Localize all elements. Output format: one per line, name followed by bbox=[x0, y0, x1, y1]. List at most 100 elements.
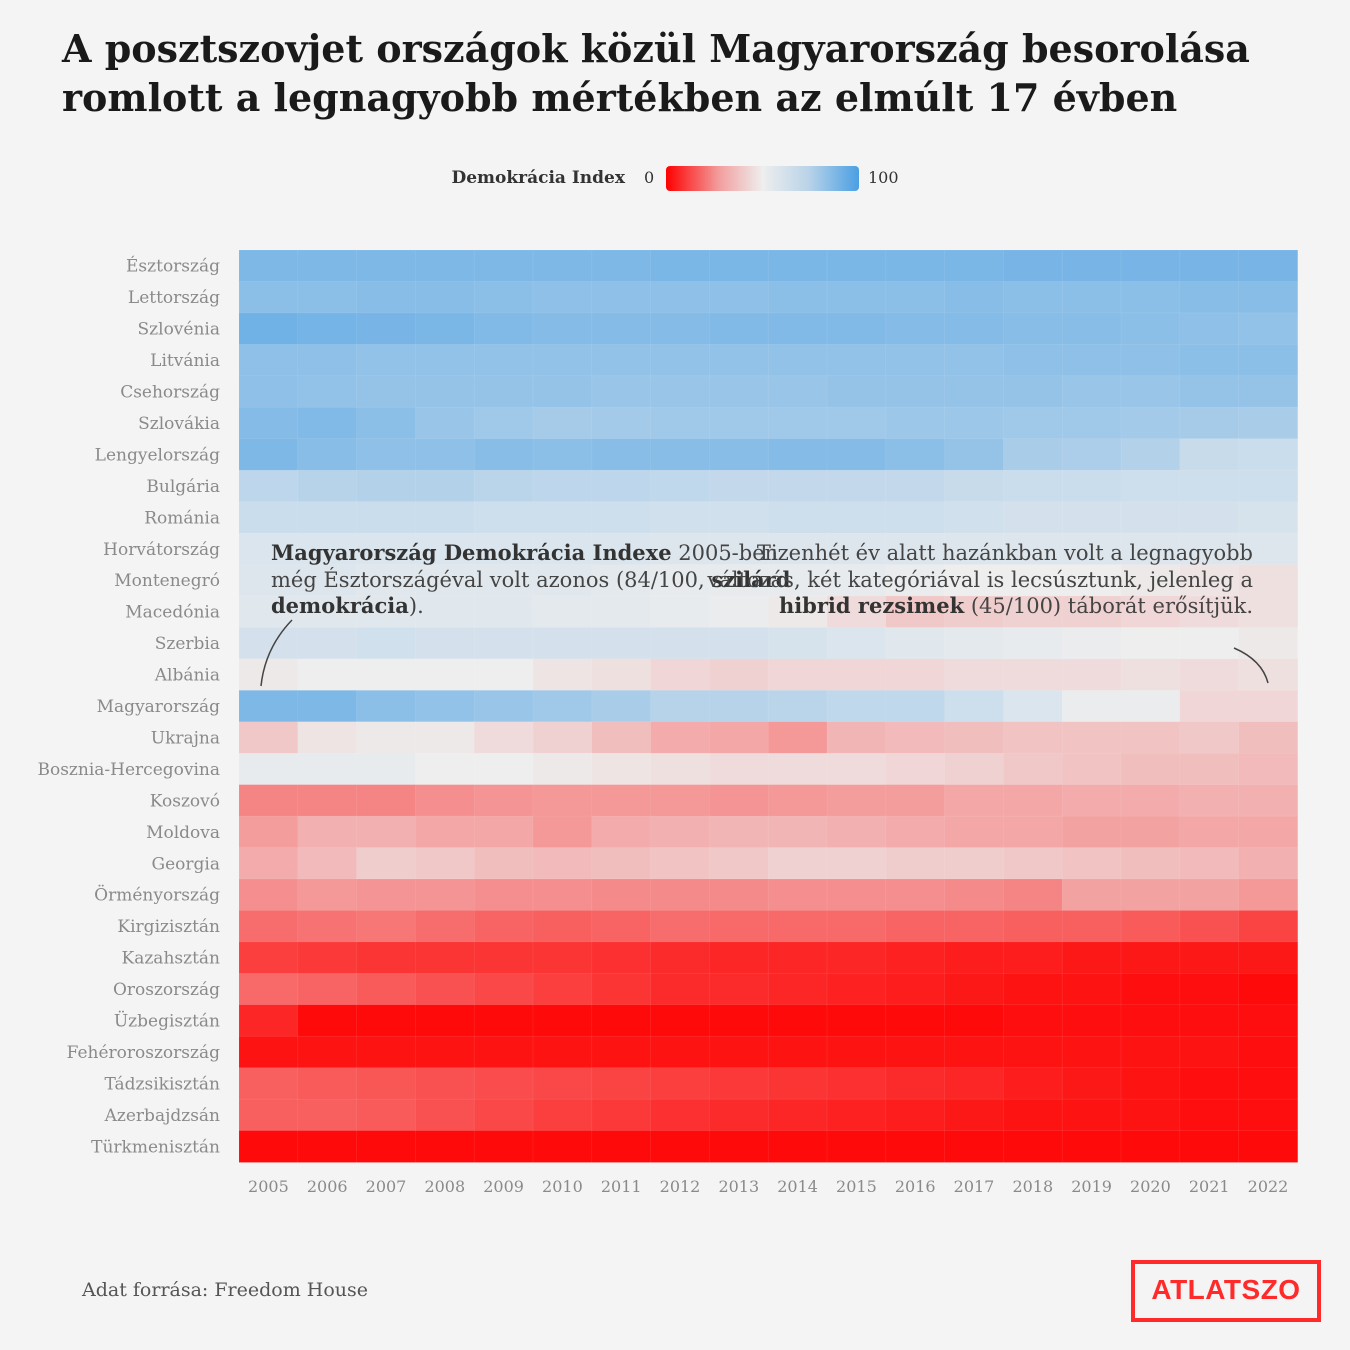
column-label: 2015 bbox=[836, 1177, 877, 1196]
heatmap-cell bbox=[356, 973, 417, 1006]
heatmap-cell bbox=[356, 249, 417, 283]
heatmap-cell bbox=[885, 501, 946, 534]
heatmap-cell bbox=[1179, 1067, 1240, 1100]
heatmap-cell bbox=[1238, 689, 1299, 723]
heatmap-cell bbox=[297, 406, 358, 440]
row-label: Koszovó bbox=[150, 791, 220, 811]
heatmap-cell bbox=[709, 910, 769, 943]
heatmap-cell bbox=[532, 1130, 593, 1163]
heatmap-cell bbox=[356, 847, 417, 880]
heatmap-cell bbox=[709, 658, 769, 691]
heatmap-cell bbox=[885, 406, 946, 440]
row-label: Lettország bbox=[128, 288, 220, 308]
heatmap-cell bbox=[238, 249, 299, 283]
heatmap-cell bbox=[297, 595, 358, 629]
heatmap-cell bbox=[591, 312, 652, 346]
heatmap-cell bbox=[238, 344, 299, 377]
heatmap-cell bbox=[1179, 815, 1240, 849]
heatmap-cell bbox=[944, 1067, 1005, 1100]
heatmap-cell bbox=[238, 1035, 299, 1069]
heatmap-cell bbox=[532, 501, 593, 534]
heatmap-cell bbox=[1120, 406, 1181, 440]
heatmap-cell bbox=[356, 595, 417, 629]
heatmap-cell bbox=[650, 815, 711, 849]
heatmap-cell bbox=[1179, 784, 1240, 817]
heatmap-cell bbox=[1003, 1098, 1063, 1132]
heatmap-cell bbox=[826, 941, 887, 975]
heatmap-cell bbox=[944, 878, 1005, 912]
heatmap-cell bbox=[238, 784, 299, 817]
heatmap-cell bbox=[473, 344, 534, 377]
heatmap-cell bbox=[885, 627, 946, 660]
heatmap-cell bbox=[1120, 595, 1181, 629]
heatmap-cell bbox=[1238, 1035, 1299, 1069]
heatmap-cell bbox=[650, 564, 711, 597]
heatmap-cell bbox=[709, 438, 769, 471]
heatmap-cell bbox=[591, 627, 652, 660]
heatmap-cell bbox=[297, 438, 358, 471]
row-label: Ukrajna bbox=[151, 728, 220, 748]
column-label: 2009 bbox=[483, 1177, 524, 1196]
heatmap-cell bbox=[1179, 281, 1240, 314]
heatmap-cell bbox=[650, 1035, 711, 1069]
row-label: Szlovákia bbox=[138, 414, 220, 434]
heatmap-cell bbox=[1120, 910, 1181, 943]
heatmap-cell bbox=[356, 1035, 417, 1069]
heatmap-cell bbox=[591, 658, 652, 691]
heatmap-cell bbox=[1179, 689, 1240, 723]
heatmap-cell bbox=[591, 469, 652, 503]
heatmap-cell bbox=[650, 973, 711, 1006]
heatmap-cell bbox=[238, 973, 299, 1006]
heatmap-cell bbox=[885, 281, 946, 314]
heatmap-cell bbox=[1003, 689, 1063, 723]
column-label: 2008 bbox=[424, 1177, 465, 1196]
heatmap-cell bbox=[473, 1035, 534, 1069]
heatmap-cell bbox=[1238, 1130, 1299, 1163]
heatmap-cell bbox=[532, 438, 593, 471]
heatmap-cell bbox=[1238, 469, 1299, 503]
heatmap-cell bbox=[238, 1098, 299, 1132]
heatmap-cell bbox=[650, 375, 711, 408]
heatmap-cell bbox=[826, 595, 887, 629]
heatmap-cell bbox=[591, 1098, 652, 1132]
heatmap-cell bbox=[885, 469, 946, 503]
heatmap-cell bbox=[650, 532, 711, 566]
heatmap-cell bbox=[297, 752, 358, 786]
heatmap-cell bbox=[1003, 249, 1063, 283]
heatmap-cell bbox=[1179, 438, 1240, 471]
heatmap-cell bbox=[356, 1098, 417, 1132]
heatmap-cell bbox=[297, 501, 358, 534]
heatmap-cell bbox=[1061, 375, 1122, 408]
heatmap-cell bbox=[1003, 658, 1063, 691]
heatmap-cell bbox=[238, 1130, 299, 1163]
heatmap-cell bbox=[532, 344, 593, 377]
heatmap-cell bbox=[650, 1004, 711, 1037]
heatmap-cell bbox=[650, 1067, 711, 1100]
heatmap-cell bbox=[415, 627, 475, 660]
heatmap-cell bbox=[297, 847, 358, 880]
heatmap-cell bbox=[238, 941, 299, 975]
heatmap-cell bbox=[1003, 1067, 1063, 1100]
heatmap-cell bbox=[1120, 689, 1181, 723]
heatmap-cell bbox=[885, 752, 946, 786]
heatmap-cell bbox=[297, 721, 358, 754]
heatmap-cell bbox=[415, 941, 475, 975]
heatmap-cell bbox=[650, 501, 711, 534]
heatmap-cell bbox=[1061, 847, 1122, 880]
heatmap-cell bbox=[473, 689, 534, 723]
heatmap-cell bbox=[591, 847, 652, 880]
heatmap-cell bbox=[1061, 501, 1122, 534]
heatmap-cell bbox=[709, 721, 769, 754]
heatmap-cell bbox=[650, 406, 711, 440]
heatmap-cell bbox=[1061, 752, 1122, 786]
heatmap-cell bbox=[1061, 689, 1122, 723]
heatmap-cell bbox=[1061, 973, 1122, 1006]
heatmap-cell bbox=[944, 344, 1005, 377]
heatmap-cell bbox=[297, 312, 358, 346]
heatmap-cell bbox=[1120, 344, 1181, 377]
column-label: 2012 bbox=[660, 1177, 701, 1196]
heatmap-cell bbox=[532, 689, 593, 723]
heatmap-cell bbox=[473, 595, 534, 629]
heatmap-cell bbox=[473, 878, 534, 912]
heatmap-cell bbox=[1003, 910, 1063, 943]
